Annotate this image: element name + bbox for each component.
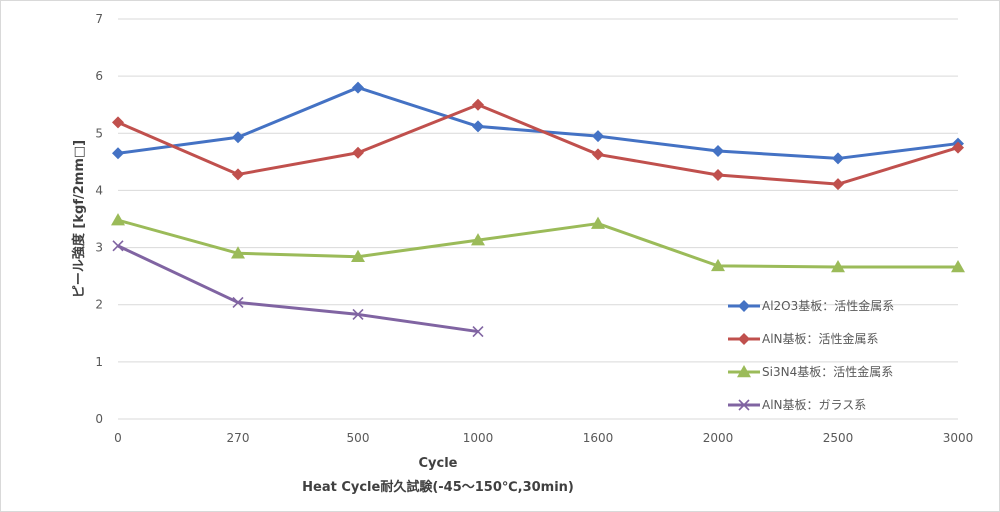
legend: Al2O3基板：活性金属系 AlN基板：活性金属系 Si3N4基板：活性金属系 AlN…: [728, 298, 894, 412]
x-tick-label: 1600: [583, 431, 614, 445]
legend-marker: [738, 300, 750, 312]
x-tick-label: 2000: [703, 431, 734, 445]
data-point: [592, 130, 604, 143]
data-point: [711, 258, 725, 272]
data-point: [352, 81, 364, 94]
series-1: [112, 81, 964, 165]
series-line: [117, 103, 959, 186]
data-point: [472, 326, 484, 338]
x-tick-label: 3000: [943, 431, 974, 445]
legend-marker: [738, 333, 750, 345]
data-point: [111, 213, 125, 226]
series-2: [112, 98, 964, 191]
x-tick-label: 1000: [463, 431, 494, 445]
y-tick-label: 1: [95, 355, 103, 369]
legend-label: Al2O3基板：活性金属系: [762, 298, 894, 313]
y-tick-label: 3: [95, 241, 103, 255]
x-tick-labels: 0 270 500 1000 1600 2000 2500 3000: [114, 431, 973, 445]
data-point: [712, 145, 724, 157]
series-3: [111, 213, 965, 273]
data-point: [831, 260, 845, 273]
data-point: [832, 178, 844, 191]
y-tick-label: 6: [95, 69, 103, 83]
legend-item: AlN基板：ガラス系: [728, 398, 866, 412]
x-tick-label: 0: [114, 431, 122, 445]
y-tick-label: 0: [95, 412, 103, 426]
data-point: [352, 146, 364, 159]
data-point: [232, 131, 244, 144]
data-point: [231, 246, 245, 259]
data-point: [712, 169, 724, 181]
x-axis-title: Cycle: [419, 456, 458, 471]
legend-item: Al2O3基板：活性金属系: [728, 298, 894, 313]
legend-marker: [738, 399, 750, 411]
y-tick-labels: 0 1 2 3 4 5 6 7: [95, 12, 103, 426]
data-point: [112, 147, 124, 160]
series-line: [117, 86, 959, 160]
data-point: [351, 249, 365, 262]
data-point: [112, 240, 124, 252]
gridlines: [118, 18, 958, 420]
data-point: [832, 152, 844, 165]
x-tick-label: 2500: [823, 431, 854, 445]
legend-label: Si3N4基板：活性金属系: [762, 364, 893, 379]
data-point: [232, 296, 244, 308]
y-tick-label: 4: [95, 183, 103, 197]
y-tick-label: 5: [95, 126, 103, 140]
data-point: [951, 260, 965, 273]
y-tick-label: 2: [95, 298, 103, 312]
data-point: [471, 233, 485, 246]
series-4: [112, 240, 484, 338]
data-point: [591, 216, 605, 229]
x-tick-label: 500: [347, 431, 370, 445]
data-point: [112, 116, 124, 129]
y-tick-label: 7: [95, 12, 103, 26]
legend-label: AlN基板：ガラス系: [762, 398, 866, 412]
data-point: [232, 168, 244, 181]
data-point: [592, 148, 604, 161]
data-point: [472, 98, 484, 111]
data-point: [472, 120, 484, 133]
data-point: [352, 308, 364, 320]
legend-marker: [737, 365, 751, 378]
series-line: [117, 218, 958, 269]
x-axis-subtitle: Heat Cycle耐久試験(-45～150℃,30min): [302, 479, 574, 495]
x-tick-label: 270: [227, 431, 250, 445]
series-line: [117, 244, 479, 334]
legend-label: AlN基板：活性金属系: [762, 331, 879, 346]
legend-item: Si3N4基板：活性金属系: [728, 364, 893, 379]
series-lines: [111, 81, 965, 338]
y-axis-title: ピール強度 [kgf/2mm□]: [71, 140, 87, 298]
legend-item: AlN基板：活性金属系: [728, 331, 879, 346]
data-point: [952, 141, 964, 154]
